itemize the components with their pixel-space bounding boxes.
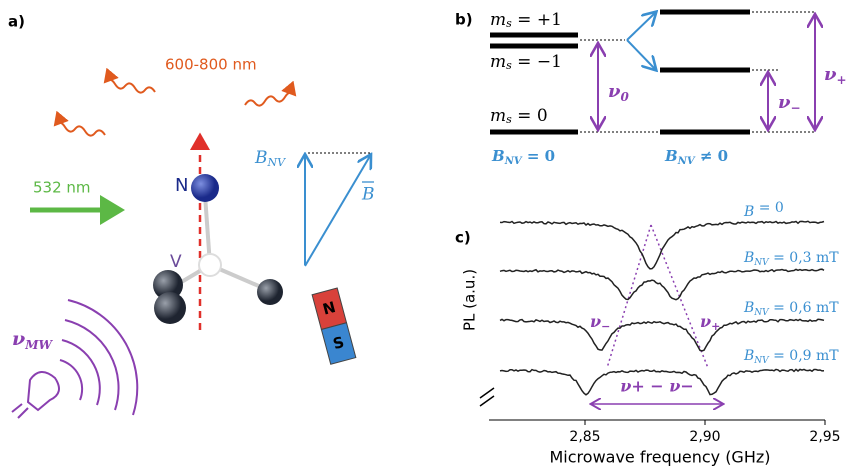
spectrum bbox=[500, 269, 824, 300]
value: = 0,3 mT bbox=[769, 250, 840, 266]
symbol: B bbox=[743, 250, 754, 266]
splitting-label: ν+ − ν− bbox=[620, 377, 694, 396]
field-labels: BNV = 0 BNV ≠ 0 bbox=[491, 147, 728, 167]
microwave-label: νMW bbox=[12, 328, 53, 352]
panel-label: c) bbox=[455, 229, 471, 247]
symbol: B bbox=[743, 300, 754, 316]
value: = 0 bbox=[512, 106, 548, 126]
symbol: ν bbox=[12, 328, 25, 350]
subscript: MW bbox=[24, 338, 53, 352]
split-arrow bbox=[627, 40, 655, 69]
nu-plus-label: ν+ bbox=[824, 64, 847, 87]
symbol: B bbox=[491, 147, 505, 165]
bnv-label: BNV bbox=[254, 148, 286, 170]
field-label: BNV ≠ 0 bbox=[664, 147, 728, 167]
guide-lines bbox=[607, 225, 708, 368]
subscript: NV bbox=[753, 356, 770, 366]
nu0-label: ν0 bbox=[608, 81, 630, 104]
value: = 0 bbox=[754, 200, 784, 216]
magnet: N S bbox=[312, 288, 356, 364]
subscript: 0 bbox=[621, 90, 630, 104]
symbol: ν bbox=[824, 64, 837, 85]
peak-labels: ν− ν+ ν+ − ν− bbox=[590, 312, 720, 396]
subscript: + bbox=[837, 73, 847, 87]
value: ≠ 0 bbox=[695, 147, 728, 165]
symbol: m bbox=[490, 52, 506, 72]
panel-label: b) bbox=[455, 11, 473, 29]
nu-minus-label: ν− bbox=[778, 92, 801, 115]
nu-minus-label: ν− bbox=[590, 312, 610, 334]
x-tick-label: 2,85 bbox=[569, 429, 600, 445]
subscript: − bbox=[791, 101, 801, 115]
x-tick-label: 2,90 bbox=[689, 429, 720, 445]
split-arrow bbox=[627, 13, 655, 40]
emission-label: 600-800 nm bbox=[165, 56, 257, 74]
level-label: ms = 0 bbox=[490, 106, 548, 127]
symbol: ν bbox=[778, 92, 791, 113]
curve-label: BNV = 0,6 mT bbox=[743, 300, 839, 318]
x-tick-label: 2,95 bbox=[809, 429, 840, 445]
value: = 0 bbox=[522, 147, 555, 165]
value: = −1 bbox=[512, 52, 562, 72]
symbol: ν bbox=[608, 81, 621, 102]
symbol: B bbox=[743, 348, 754, 364]
subscript: NV bbox=[677, 156, 696, 167]
axis-break bbox=[480, 388, 494, 406]
symbol: ν bbox=[590, 312, 601, 331]
subscript: − bbox=[601, 320, 610, 333]
x-axis-label: Microwave frequency (GHz) bbox=[550, 448, 771, 467]
b-arrow bbox=[305, 156, 370, 266]
symbol: ν bbox=[700, 312, 711, 331]
symbol: B bbox=[664, 147, 678, 165]
microwave-source bbox=[12, 300, 137, 418]
subscript: NV bbox=[753, 258, 770, 268]
excitation-label: 532 nm bbox=[33, 179, 91, 197]
carbon-atom bbox=[154, 292, 186, 324]
field-label: BNV = 0 bbox=[491, 147, 555, 167]
level-label: ms = −1 bbox=[490, 52, 562, 73]
value: = +1 bbox=[512, 10, 562, 30]
spectrum bbox=[500, 319, 824, 351]
symbol: m bbox=[490, 106, 506, 126]
panel-label: a) bbox=[8, 13, 25, 31]
curve-label: BNV = 0,9 mT bbox=[743, 348, 839, 366]
value: = 0,9 mT bbox=[769, 348, 840, 364]
nitrogen-atom bbox=[191, 174, 219, 202]
subscript: NV bbox=[504, 156, 523, 167]
vacancy-label: V bbox=[170, 252, 182, 272]
subscript: NV bbox=[267, 156, 287, 169]
curve-label: BNV = 0,3 mT bbox=[743, 250, 839, 268]
level-labels: ms = +1 ms = −1 ms = 0 bbox=[490, 10, 562, 127]
symbol: m bbox=[490, 10, 506, 30]
symbol: B bbox=[743, 204, 754, 220]
carbon-atom bbox=[257, 279, 283, 305]
y-axis-label: PL (a.u.) bbox=[461, 269, 479, 331]
bonds bbox=[168, 195, 268, 290]
figure: a) 600-800 nm 532 nm N V BNV B N S νMW b… bbox=[0, 0, 857, 468]
subscript: NV bbox=[753, 308, 770, 318]
panel-a: a) 600-800 nm 532 nm N V BNV B N S νMW bbox=[8, 13, 375, 419]
symbol: B bbox=[254, 148, 268, 168]
value: = 0,6 mT bbox=[769, 300, 840, 316]
emission-waves bbox=[55, 79, 295, 135]
panel-c: c) PL (a.u.) Microwave frequency (GHz) ν… bbox=[455, 200, 841, 467]
level-label: ms = +1 bbox=[490, 10, 562, 31]
b-label: B bbox=[361, 185, 375, 205]
panel-b: b) ms = +1 ms = −1 ms = 0 BNV = 0 BNV ≠ … bbox=[455, 10, 847, 167]
vacancy bbox=[199, 254, 221, 276]
subscript: + bbox=[711, 320, 720, 333]
nitrogen-label: N bbox=[175, 175, 188, 196]
curve-label: B = 0 bbox=[743, 200, 784, 220]
